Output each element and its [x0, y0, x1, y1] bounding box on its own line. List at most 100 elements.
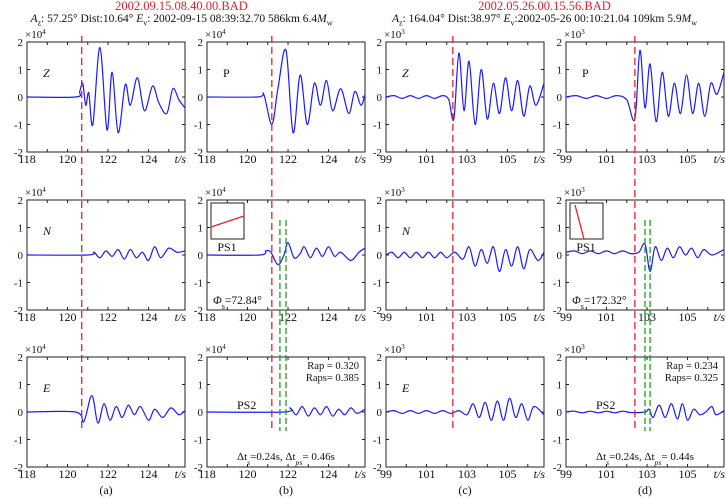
x-unit-label: t/s: [175, 152, 187, 166]
x-tick-label: 122: [279, 467, 297, 481]
x-tick-label: 124: [320, 467, 338, 481]
y-tick-label: -1: [194, 120, 203, 132]
y-tick-label: -1: [194, 435, 203, 447]
waveform-trace: [385, 246, 545, 273]
x-tick-label: 105: [679, 310, 697, 324]
x-tick-label: 124: [140, 310, 158, 324]
x-tick-label: 120: [239, 152, 257, 166]
waveform-trace: [206, 405, 366, 417]
waveform-trace: [385, 397, 545, 421]
y-multiplier: ×104: [25, 343, 46, 356]
y-tick-label: 2: [557, 37, 563, 49]
y-multiplier: ×104: [205, 343, 226, 356]
y-tick-label: -1: [553, 435, 562, 447]
y-tick-label: -1: [14, 278, 23, 290]
y-tick-label: 1: [557, 380, 563, 392]
y-tick-label: -1: [14, 120, 23, 132]
y-tick-label: 0: [377, 407, 383, 419]
x-unit-label: t/s: [534, 467, 546, 481]
y-tick-label: -1: [553, 278, 562, 290]
phi-annotation: Φs=172.32°: [572, 295, 627, 311]
x-tick-label: 99: [380, 152, 392, 166]
x-tick-label: 99: [380, 310, 392, 324]
x-tick-label: 99: [560, 152, 572, 166]
y-tick-label: 1: [18, 380, 24, 392]
x-unit-label: t/s: [714, 310, 726, 324]
axes-frame: [385, 356, 545, 468]
y-multiplier: ×104: [25, 28, 46, 41]
x-tick-label: 101: [418, 310, 436, 324]
y-tick-label: 2: [198, 352, 204, 364]
y-tick-label: 0: [198, 407, 204, 419]
waveform-trace: [565, 403, 725, 421]
y-tick-label: 0: [198, 250, 204, 262]
event-info: Az: 57.25° Dist:10.64° Ev: 2002-09-15 08…: [0, 13, 363, 28]
y-tick-label: 1: [198, 223, 204, 235]
x-tick-label: 120: [239, 310, 257, 324]
x-tick-label: 103: [458, 152, 476, 166]
y-tick-label: -2: [14, 147, 23, 159]
x-tick-label: 101: [598, 310, 616, 324]
y-tick-label: 0: [557, 250, 563, 262]
ev-sub: v: [143, 18, 148, 28]
x-tick-label: 105: [499, 310, 517, 324]
component-label: P: [582, 66, 589, 80]
mw-label: M: [317, 13, 327, 25]
x-tick-label: 120: [59, 152, 77, 166]
x-unit-label: t/s: [175, 310, 187, 324]
az-value: : 57.25° Dist:10.64°: [41, 13, 137, 25]
x-unit-label: t/s: [714, 467, 726, 481]
x-tick-label: 120: [239, 467, 257, 481]
y-tick-label: 2: [18, 37, 24, 49]
az-value: : 164.04° Dist:38.97°: [402, 13, 504, 25]
polarization-line: [574, 204, 585, 240]
panel-letter: (c): [458, 483, 471, 497]
raps-value: Raps= 0.385: [306, 373, 359, 384]
ev-label: E: [136, 13, 144, 25]
y-multiplier: ×104: [205, 28, 226, 41]
x-unit-label: t/s: [355, 310, 367, 324]
x-tick-label: 101: [598, 152, 616, 166]
x-tick-label: 122: [99, 310, 117, 324]
raps-value: Raps= 0.325: [665, 373, 718, 384]
y-tick-label: -2: [373, 462, 382, 474]
y-multiplier: ×103: [564, 343, 585, 356]
x-tick-label: 122: [99, 467, 117, 481]
waveform-trace: [565, 49, 725, 123]
y-tick-label: 0: [18, 407, 24, 419]
delta-t-annotation: Δts=0.24s, Δtps= 0.46s: [237, 451, 335, 467]
x-tick-label: 99: [380, 467, 392, 481]
y-tick-label: -2: [373, 147, 382, 159]
az-label: A: [392, 13, 400, 25]
x-tick-label: 118: [18, 467, 36, 481]
component-label: PS1: [217, 240, 236, 254]
ev-value: : 2002-09-15 08:39:32.70 586km 6.4: [147, 13, 318, 25]
y-tick-label: 2: [198, 195, 204, 207]
y-tick-label: 0: [377, 250, 383, 262]
mw-sub: w: [326, 18, 333, 28]
y-multiplier: ×103: [564, 186, 585, 199]
component-label: PS2: [596, 398, 615, 412]
az-sub: z: [399, 18, 403, 28]
event-info: Az: 164.04° Dist:38.97° Ev:2002-05-26 00…: [363, 13, 726, 28]
x-tick-label: 124: [140, 152, 158, 166]
y-tick-label: 1: [377, 65, 383, 77]
component-label: N: [42, 224, 52, 238]
rap-value: Rap = 0.320: [307, 361, 359, 372]
x-tick-label: 103: [638, 467, 656, 481]
waveform-trace: [385, 52, 545, 126]
x-tick-label: 101: [418, 152, 436, 166]
component-label: N: [401, 224, 411, 238]
component-label: P: [223, 66, 230, 80]
y-tick-label: 2: [557, 352, 563, 364]
delta-t-annotation: Δts=0.24s, Δtps= 0.44s: [596, 451, 694, 467]
x-tick-label: 118: [18, 152, 36, 166]
x-tick-label: 120: [59, 467, 77, 481]
y-tick-label: -1: [14, 435, 23, 447]
y-tick-label: 2: [557, 195, 563, 207]
